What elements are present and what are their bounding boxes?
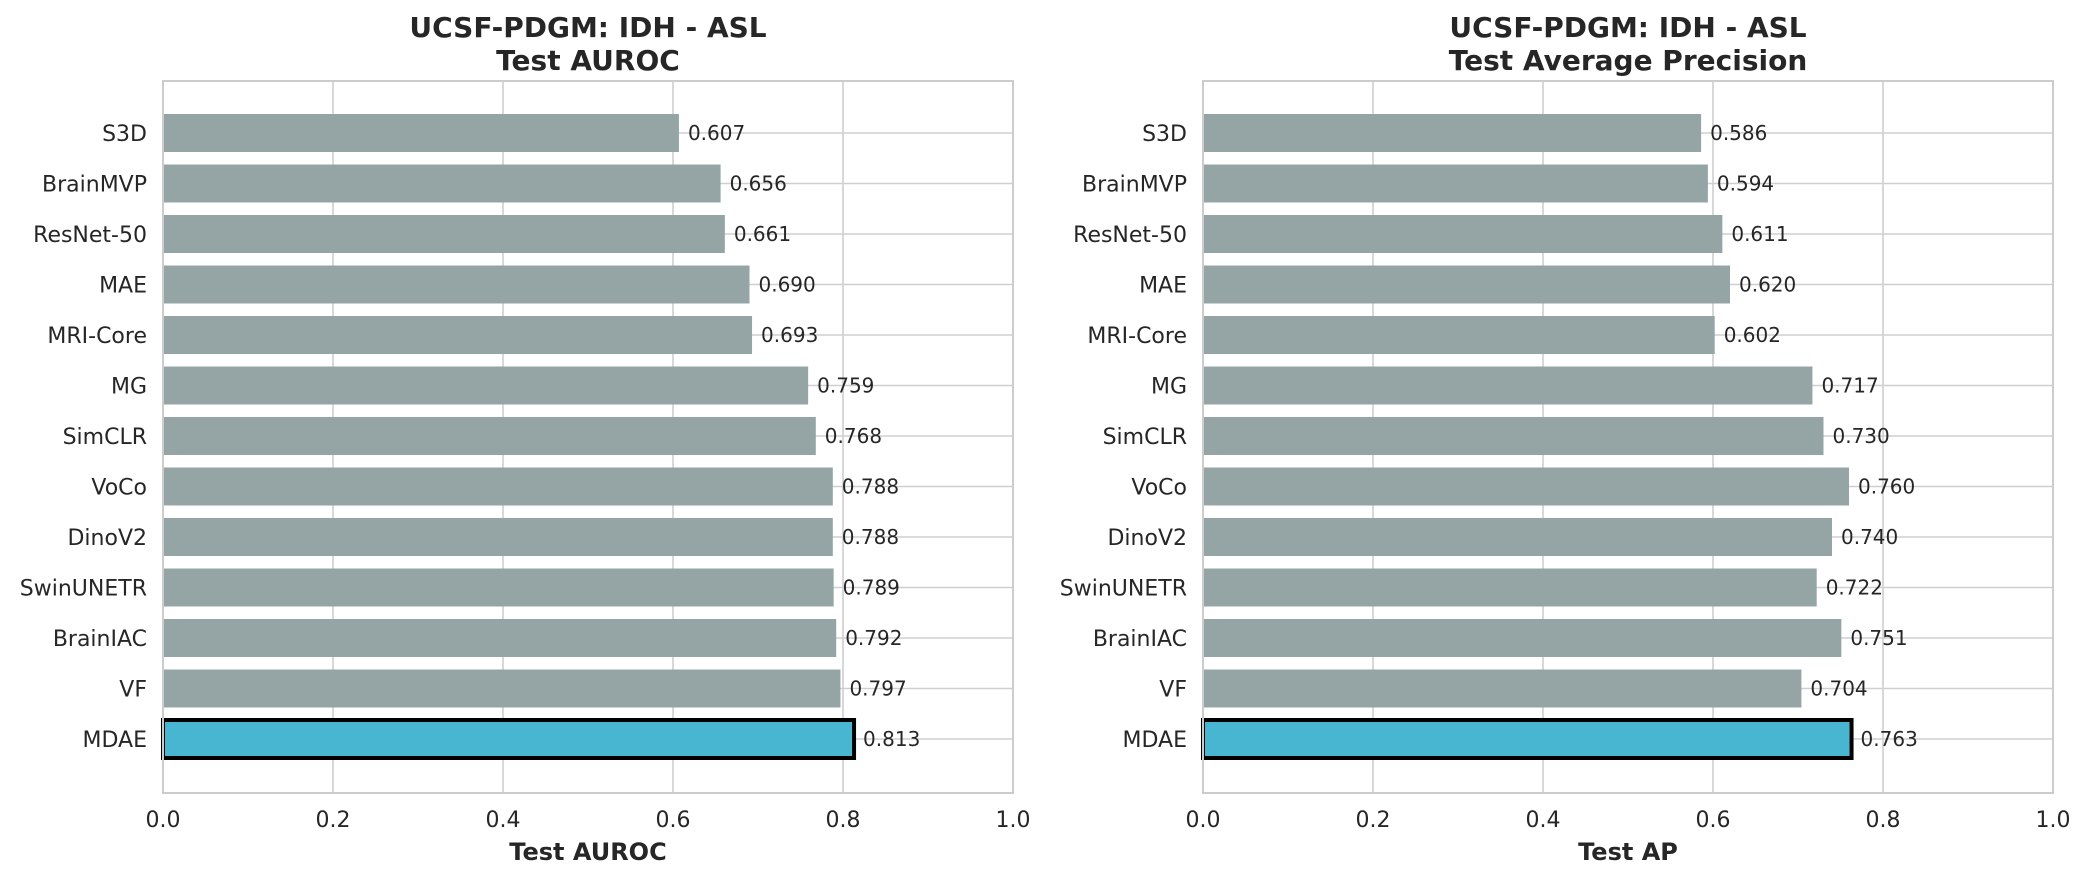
y-tick-label: DinoV2 xyxy=(67,526,147,551)
bar xyxy=(163,215,725,253)
value-label: 0.594 xyxy=(1717,172,1774,196)
bar xyxy=(1203,215,1723,253)
bar xyxy=(163,518,833,556)
bar xyxy=(1203,568,1817,607)
x-tick-label: 0.6 xyxy=(656,808,691,833)
value-label: 0.611 xyxy=(1731,222,1788,246)
value-label: 0.586 xyxy=(1710,121,1767,145)
x-tick-label: 1.0 xyxy=(2036,808,2071,833)
chart-title: UCSF-PDGM: IDH - ASL Test AUROC xyxy=(409,11,766,77)
value-label: 0.602 xyxy=(1724,323,1781,347)
x-axis-label: Test AUROC xyxy=(509,838,666,866)
bar xyxy=(1203,164,1708,203)
bar xyxy=(163,669,841,708)
y-tick-label: MDAE xyxy=(83,728,148,753)
bar xyxy=(1203,467,1849,506)
y-tick-label: VoCo xyxy=(91,476,147,501)
y-tick-label: SimCLR xyxy=(63,425,147,450)
y-tick-label: SwinUNETR xyxy=(1060,577,1187,602)
x-tick-label: 0.2 xyxy=(316,808,351,833)
y-tick-label: MRI-Core xyxy=(47,324,147,349)
bar xyxy=(163,265,750,304)
y-tick-label: SimCLR xyxy=(1103,425,1187,450)
y-tick-label: VF xyxy=(1159,678,1187,703)
x-tick-label: 0.6 xyxy=(1696,808,1731,833)
x-tick-label: 0.4 xyxy=(1526,808,1561,833)
bar xyxy=(1203,669,1802,708)
y-tick-label: ResNet-50 xyxy=(33,223,147,248)
bar xyxy=(163,366,809,405)
bar xyxy=(1203,619,1842,657)
y-tick-label: BrainMVP xyxy=(1082,173,1187,198)
y-tick-label: SwinUNETR xyxy=(20,577,147,602)
chart-panel-1: 0.607 0.656 0.661 0.690 0.693 0.759 0.768 0.788… xyxy=(20,11,1031,866)
bar xyxy=(1203,265,1730,304)
value-label: 0.693 xyxy=(761,323,818,347)
value-label: 0.760 xyxy=(1858,475,1915,499)
bar xyxy=(1203,366,1813,405)
value-label: 0.661 xyxy=(734,222,791,246)
x-tick-label: 1.0 xyxy=(996,808,1031,833)
bar xyxy=(163,467,833,506)
x-tick-label: 0.8 xyxy=(1866,808,1901,833)
value-label: 0.768 xyxy=(825,424,882,448)
y-tick-label: DinoV2 xyxy=(1107,526,1187,551)
bar xyxy=(163,114,679,152)
value-label: 0.789 xyxy=(843,576,900,600)
bar xyxy=(1203,518,1832,556)
y-tick-label: MG xyxy=(111,375,147,400)
value-label: 0.690 xyxy=(759,273,816,297)
value-label: 0.620 xyxy=(1739,273,1796,297)
bar xyxy=(163,316,753,354)
x-tick-label: 0.8 xyxy=(826,808,861,833)
value-label: 0.704 xyxy=(1810,677,1867,701)
x-tick-label: 0.0 xyxy=(1186,808,1221,833)
value-label: 0.607 xyxy=(688,121,745,145)
bar xyxy=(163,568,834,607)
y-tick-label: MDAE xyxy=(1123,728,1188,753)
value-label: 0.656 xyxy=(730,172,787,196)
y-tick-label: BrainMVP xyxy=(42,173,147,198)
x-axis-label: Test AP xyxy=(1578,838,1678,866)
y-tick-label: VoCo xyxy=(1131,476,1187,501)
value-label: 0.792 xyxy=(845,626,902,650)
value-label: 0.763 xyxy=(1861,727,1918,751)
chart-panel-2: 0.586 0.594 0.611 0.620 0.602 0.717 0.730 0.760… xyxy=(1060,11,2071,866)
y-tick-label: MRI-Core xyxy=(1087,324,1187,349)
bar-highlight xyxy=(161,718,857,760)
bar xyxy=(163,619,837,657)
value-label: 0.740 xyxy=(1841,525,1898,549)
x-tick-label: 0.4 xyxy=(486,808,521,833)
value-label: 0.722 xyxy=(1826,576,1883,600)
plot-frame xyxy=(162,80,1014,794)
value-label: 0.788 xyxy=(842,525,899,549)
value-label: 0.788 xyxy=(842,475,899,499)
value-label: 0.797 xyxy=(849,677,906,701)
y-tick-label: MAE xyxy=(99,274,147,299)
y-tick-label: MAE xyxy=(1139,274,1187,299)
value-label: 0.751 xyxy=(1850,626,1907,650)
value-label: 0.813 xyxy=(863,727,920,751)
y-tick-label: S3D xyxy=(102,122,147,147)
bar xyxy=(1203,114,1702,152)
y-tick-label: S3D xyxy=(1142,122,1187,147)
y-tick-label: VF xyxy=(119,678,147,703)
bar-highlight xyxy=(1201,718,1854,760)
plot-frame xyxy=(1202,80,2054,794)
y-tick-label: BrainIAC xyxy=(53,627,147,652)
bar xyxy=(1203,417,1824,455)
value-label: 0.717 xyxy=(1821,374,1878,398)
bar xyxy=(163,417,816,455)
y-tick-label: MG xyxy=(1151,375,1187,400)
chart-title: UCSF-PDGM: IDH - ASL Test Average Precisi… xyxy=(1449,11,1808,77)
y-tick-label: ResNet-50 xyxy=(1073,223,1187,248)
y-tick-label: BrainIAC xyxy=(1093,627,1187,652)
x-tick-label: 0.0 xyxy=(146,808,181,833)
value-label: 0.759 xyxy=(817,374,874,398)
x-tick-label: 0.2 xyxy=(1356,808,1391,833)
bar xyxy=(163,164,721,203)
value-label: 0.730 xyxy=(1833,424,1890,448)
bar xyxy=(1203,316,1715,354)
